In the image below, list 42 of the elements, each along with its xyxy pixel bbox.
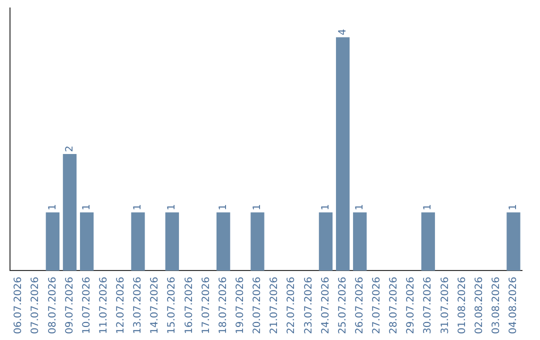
- x-tick-label: 20.07.2026: [252, 276, 264, 334]
- x-tick-label: 17.07.2026: [200, 276, 212, 334]
- x-tick-label: 09.07.2026: [64, 276, 76, 334]
- data-label: 1: [81, 204, 92, 210]
- x-tick-label: 16.07.2026: [184, 276, 195, 334]
- x-tick-label: 01.08.2026: [456, 276, 468, 334]
- x-tick-label: 13.07.2026: [132, 276, 144, 334]
- x-tick-label: 08.07.2026: [47, 276, 58, 334]
- x-tick-label: 06.07.2026: [13, 276, 24, 334]
- data-label: 4: [337, 28, 348, 36]
- data-label: 1: [422, 204, 434, 210]
- x-tick-label: 07.07.2026: [30, 276, 42, 334]
- data-label: 1: [166, 204, 178, 210]
- x-tick-label: 24.07.2026: [320, 276, 332, 334]
- x-tick-label: 14.07.2026: [150, 276, 161, 334]
- x-tick-label: 11.07.2026: [98, 276, 110, 334]
- x-tick-label: 27.07.2026: [372, 276, 383, 334]
- x-tick-label: 04.08.2026: [508, 276, 520, 334]
- x-tick-label: 21.07.2026: [269, 276, 280, 334]
- x-tick-label: 28.07.2026: [388, 276, 400, 334]
- x-tick-label: 25.07.2026: [337, 276, 348, 334]
- x-tick-label: 19.07.2026: [234, 276, 246, 334]
- x-tick-label: 29.07.2026: [406, 276, 417, 334]
- x-tick-label: 23.07.2026: [303, 276, 314, 334]
- data-label: 1: [508, 204, 520, 210]
- x-tick-label: 26.07.2026: [354, 276, 366, 334]
- data-label: 1: [354, 204, 366, 210]
- data-label: 1: [132, 204, 144, 210]
- x-tick-label: 03.08.2026: [490, 276, 502, 334]
- x-tick-label: 12.07.2026: [116, 276, 127, 334]
- x-tick-label: 31.07.2026: [440, 276, 451, 334]
- data-label: 1: [218, 204, 229, 210]
- data-label: 1: [47, 204, 58, 210]
- x-tick-label: 02.08.2026: [474, 276, 485, 334]
- data-label: 2: [64, 146, 76, 152]
- data-label: 1: [320, 204, 332, 210]
- x-tick-label: 18.07.2026: [218, 276, 229, 334]
- x-tick-label: 10.07.2026: [81, 276, 92, 334]
- data-label: 1: [252, 204, 264, 210]
- x-tick-label: 15.07.2026: [166, 276, 178, 334]
- x-tick-label: 22.07.2026: [286, 276, 298, 334]
- x-tick-label: 30.07.2026: [422, 276, 434, 334]
